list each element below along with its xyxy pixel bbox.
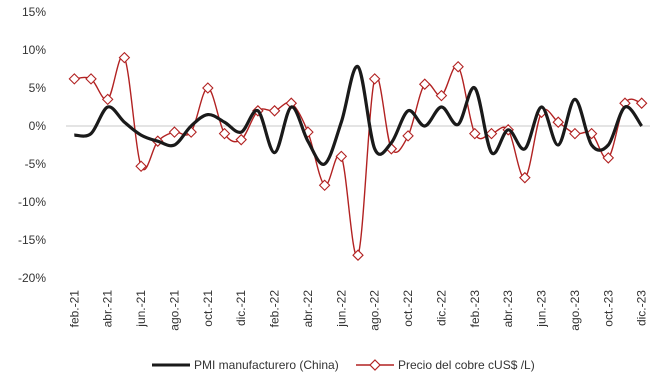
x-tick-label: dic.-22 — [434, 290, 448, 326]
x-tick-label: jun.-22 — [334, 290, 348, 328]
copper-point-marker — [418, 78, 431, 90]
series-layer — [68, 51, 648, 261]
copper-point-marker — [168, 126, 181, 138]
copper-point-marker — [435, 89, 448, 102]
copper-point-marker — [202, 82, 214, 94]
x-tick-label: abr.-21 — [101, 290, 115, 328]
copper-point-marker — [118, 51, 131, 64]
copper-point-marker — [318, 179, 331, 192]
legend-item-pmi: PMI manufacturero (China) — [150, 358, 339, 372]
y-tick-label: 5% — [29, 81, 47, 95]
copper-point-marker — [485, 127, 498, 140]
x-tick-label: dic.-23 — [635, 290, 649, 326]
copper-point-marker — [402, 130, 414, 142]
x-tick-label: abr.-22 — [301, 290, 315, 328]
copper-point-marker — [268, 105, 281, 117]
copper-point-marker — [335, 150, 348, 163]
copper-point-marker — [368, 73, 381, 85]
legend-swatch-copper — [356, 359, 394, 371]
y-tick-label: -10% — [18, 195, 46, 209]
copper-point-marker — [552, 116, 565, 128]
copper-point-marker — [569, 127, 581, 140]
y-tick-label: -5% — [25, 157, 47, 171]
copper-point-marker — [68, 73, 81, 85]
x-tick-label: ago.-23 — [568, 290, 582, 331]
copper-point-marker — [602, 152, 615, 164]
x-tick-label: feb.-23 — [468, 290, 482, 328]
copper-point-marker — [101, 93, 114, 106]
x-tick-label: oct.-21 — [201, 290, 215, 327]
x-tick-label: feb.-22 — [268, 290, 282, 328]
copper-point-marker — [452, 60, 464, 73]
copper-point-marker — [85, 73, 97, 85]
x-tick-label: jun.-23 — [535, 290, 549, 328]
legend-item-copper: Precio del cobre cUS$ /L) — [354, 358, 535, 372]
legend: PMI manufacturero (China) Precio del cob… — [0, 354, 662, 378]
x-tick-label: abr.-23 — [501, 290, 515, 328]
x-axis: feb.-21 abr.-21 jun.-21 ago.-21 oct.-21 dic.-… — [67, 290, 648, 331]
pmi-line — [74, 65, 644, 166]
copper-point-marker — [469, 127, 481, 140]
copper-point-marker — [235, 133, 247, 146]
x-tick-label: ago.-22 — [368, 290, 382, 331]
copper-point-marker — [218, 127, 231, 140]
series-copper — [68, 51, 648, 261]
legend-swatch-pmi — [152, 363, 190, 367]
legend-label-pmi: PMI manufacturero (China) — [194, 358, 339, 372]
copper-line — [74, 55, 642, 257]
x-tick-label: feb.-21 — [67, 290, 81, 328]
x-tick-label: jun.-21 — [134, 290, 148, 328]
series-pmi — [74, 65, 644, 166]
y-tick-label: 15% — [22, 5, 46, 19]
x-tick-label: ago.-21 — [167, 290, 181, 331]
y-tick-label: 0% — [29, 119, 47, 133]
x-tick-label: dic.-21 — [234, 290, 248, 326]
x-tick-label: oct.-23 — [601, 290, 615, 327]
copper-point-marker — [352, 249, 364, 261]
copper-point-marker — [635, 97, 648, 109]
y-axis: 15% 10% 5% 0% -5% -10% -15% -20% — [18, 5, 46, 285]
y-tick-label: 10% — [22, 43, 46, 57]
legend-label-copper: Precio del cobre cUS$ /L) — [398, 358, 535, 372]
copper-point-marker — [135, 160, 147, 173]
copper-point-marker — [519, 171, 531, 184]
y-tick-label: -20% — [18, 271, 46, 285]
x-tick-label: oct.-22 — [401, 290, 415, 327]
y-tick-label: -15% — [18, 233, 46, 247]
